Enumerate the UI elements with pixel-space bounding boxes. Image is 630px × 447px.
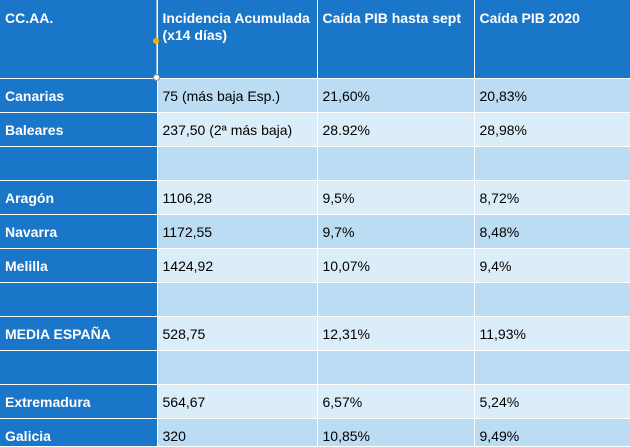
- gdp-2020-cell: 9,4%: [474, 248, 630, 283]
- gdp-2020-cell: 8,72%: [474, 180, 630, 215]
- gdp-sept-cell: 12,31%: [317, 316, 475, 351]
- table-row: Baleares 237,50 (2ª más baja) 28.92% 28,…: [0, 112, 630, 147]
- gdp-sept-cell: [317, 350, 475, 385]
- region-cell: MEDIA ESPAÑA: [0, 316, 158, 351]
- table-row: Aragón 1106,28 9,5% 8,72%: [0, 180, 630, 215]
- incidence-cell: 528,75: [157, 316, 318, 351]
- header-row: CC.AA. Incidencia Acumulada (x14 días) C…: [0, 0, 630, 79]
- region-cell: Galicia: [0, 418, 158, 447]
- region-cell: Extremadura: [0, 384, 158, 419]
- region-cell: [0, 350, 158, 385]
- header-incidence: Incidencia Acumulada (x14 días): [157, 0, 318, 79]
- header-region: CC.AA.: [0, 0, 158, 79]
- gdp-2020-cell: [474, 282, 630, 317]
- gdp-2020-cell: 9,49%: [474, 418, 630, 447]
- gdp-sept-cell: 9,7%: [317, 214, 475, 249]
- gdp-sept-cell: 10,07%: [317, 248, 475, 283]
- incidence-cell: 564,67: [157, 384, 318, 419]
- gdp-2020-cell: [474, 350, 630, 385]
- region-cell: [0, 282, 158, 317]
- gdp-sept-cell: 9,5%: [317, 180, 475, 215]
- spacer-row: [0, 350, 630, 385]
- gdp-sept-cell: 21,60%: [317, 78, 475, 113]
- text-box-resize-handle-icon[interactable]: [153, 74, 160, 81]
- incidence-cell: 1424,92: [157, 248, 318, 283]
- region-cell: [0, 146, 158, 181]
- incidence-cell: 75 (más baja Esp.): [157, 78, 318, 113]
- incidence-cell: 1172,55: [157, 214, 318, 249]
- region-cell: Baleares: [0, 112, 158, 147]
- gdp-sept-cell: [317, 146, 475, 181]
- table-row: Extremadura 564,67 6,57% 5,24%: [0, 384, 630, 419]
- table-row: Navarra 1172,55 9,7% 8,48%: [0, 214, 630, 249]
- incidence-cell: 237,50 (2ª más baja): [157, 112, 318, 147]
- header-gdp-sept: Caída PIB hasta sept: [317, 0, 475, 79]
- gdp-2020-cell: 20,83%: [474, 78, 630, 113]
- gdp-2020-cell: 11,93%: [474, 316, 630, 351]
- table-row: Melilla 1424,92 10,07% 9,4%: [0, 248, 630, 283]
- gdp-sept-cell: 6,57%: [317, 384, 475, 419]
- spacer-row: [0, 282, 630, 317]
- gdp-sept-cell: 10,85%: [317, 418, 475, 447]
- region-cell: Navarra: [0, 214, 158, 249]
- table-row: Canarias 75 (más baja Esp.) 21,60% 20,83…: [0, 78, 630, 113]
- gdp-2020-cell: 5,24%: [474, 384, 630, 419]
- text-box-handle-icon[interactable]: [153, 38, 159, 44]
- table-row: MEDIA ESPAÑA 528,75 12,31% 11,93%: [0, 316, 630, 351]
- incidence-cell: [157, 350, 318, 385]
- gdp-2020-cell: 28,98%: [474, 112, 630, 147]
- incidence-cell: [157, 282, 318, 317]
- region-cell: Aragón: [0, 180, 158, 215]
- gdp-sept-cell: 28.92%: [317, 112, 475, 147]
- region-cell: Melilla: [0, 248, 158, 283]
- header-gdp-2020: Caída PIB 2020: [474, 0, 630, 79]
- region-cell: Canarias: [0, 78, 158, 113]
- incidence-cell: 320: [157, 418, 318, 447]
- gdp-2020-cell: [474, 146, 630, 181]
- table-row: Galicia 320 10,85% 9,49%: [0, 418, 630, 447]
- gdp-2020-cell: 8,48%: [474, 214, 630, 249]
- incidence-cell: [157, 146, 318, 181]
- gdp-sept-cell: [317, 282, 475, 317]
- incidence-cell: 1106,28: [157, 180, 318, 215]
- spacer-row: [0, 146, 630, 181]
